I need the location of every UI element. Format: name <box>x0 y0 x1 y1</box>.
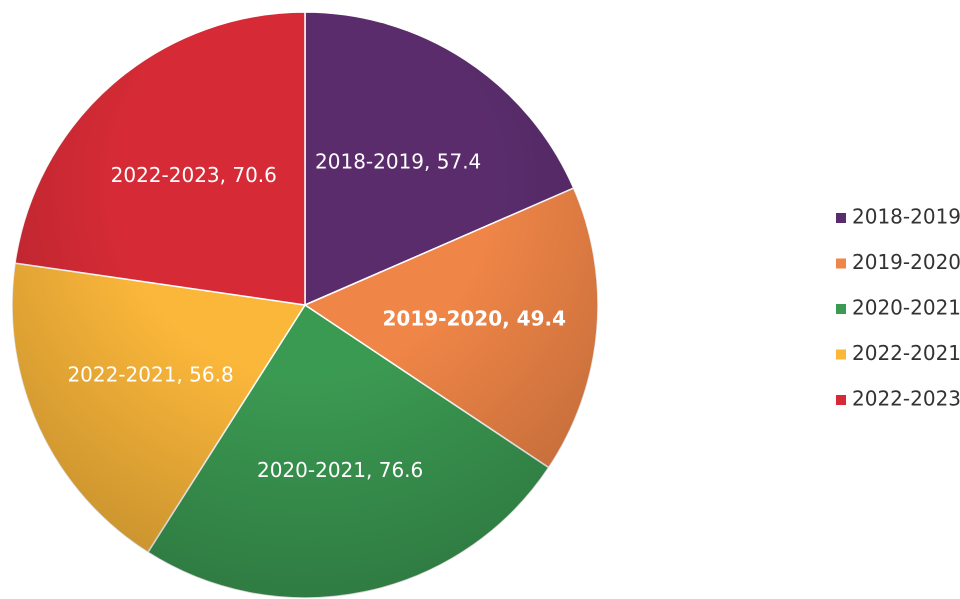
slice-label: 2022-2023, 70.6 <box>111 163 277 187</box>
legend-swatch <box>836 258 846 269</box>
legend-swatch <box>836 213 846 223</box>
slice-label: 2022-2021, 56.8 <box>67 362 233 386</box>
legend-swatch <box>836 395 846 405</box>
legend-label: 2019-2020 <box>852 250 960 274</box>
legend-swatch <box>836 304 846 314</box>
legend-swatch <box>836 349 846 360</box>
legend-label: 2018-2019 <box>852 205 960 229</box>
pie-slice <box>14 11 306 306</box>
slice-label: 2019-2020, 49.4 <box>382 307 566 331</box>
legend-label: 2022-2021 <box>852 341 960 365</box>
legend-label: 2020-2021 <box>852 296 960 320</box>
slice-label: 2020-2021, 76.6 <box>257 458 423 482</box>
slice-label: 2018-2019, 57.4 <box>315 149 481 173</box>
legend-label: 2022-2023 <box>852 387 960 411</box>
